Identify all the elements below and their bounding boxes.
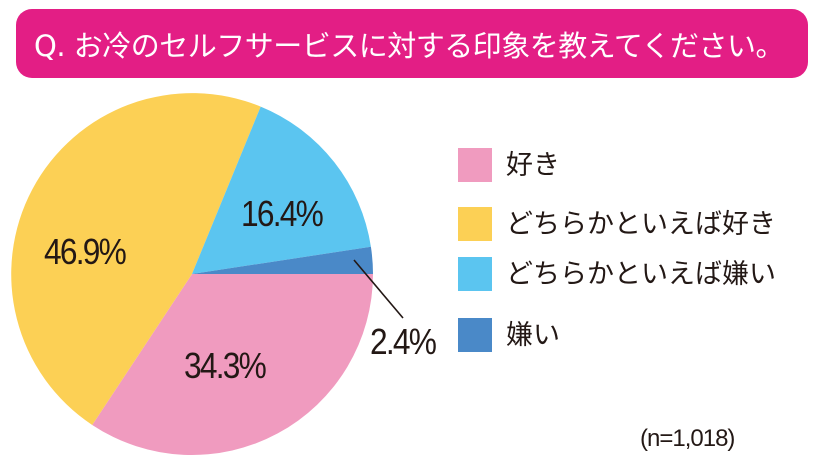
- legend-swatch-like: [458, 148, 492, 182]
- legend-swatch-dislike: [458, 318, 492, 352]
- title-banner: Q. お冷のセルフサービスに対する印象を教えてください。: [16, 9, 808, 78]
- legend-swatch-somewhat-dislike: [458, 257, 492, 291]
- pie-slice-dislike: [192, 246, 373, 274]
- label-like: 34.3%: [184, 345, 267, 386]
- legend-swatch-somewhat-like: [458, 207, 492, 241]
- label-dislike: 2.4%: [370, 321, 437, 362]
- legend-item-somewhat-dislike: どちらかといえば嫌い: [458, 257, 776, 291]
- legend-label: どちらかといえば嫌い: [506, 258, 776, 290]
- label-somewhat-like: 46.9%: [44, 231, 127, 272]
- pie-slice-somewhat-like: [11, 93, 261, 425]
- pie-slice-somewhat-dislike: [192, 106, 371, 274]
- pie-slice-like: [92, 274, 373, 456]
- label-somewhat-dislike: 16.4%: [241, 193, 324, 234]
- legend-label: 好き: [506, 149, 560, 181]
- sample-size-note: (n=1,018): [640, 425, 735, 452]
- legend-label: どちらかといえば好き: [506, 208, 776, 240]
- legend-item-somewhat-like: どちらかといえば好き: [458, 207, 776, 241]
- legend-label: 嫌い: [506, 319, 560, 351]
- legend-item-like: 好き: [458, 148, 560, 182]
- leader-line: [353, 259, 404, 319]
- chart-title: Q. お冷のセルフサービスに対する印象を教えてください。: [34, 28, 784, 63]
- legend-item-dislike: 嫌い: [458, 318, 560, 352]
